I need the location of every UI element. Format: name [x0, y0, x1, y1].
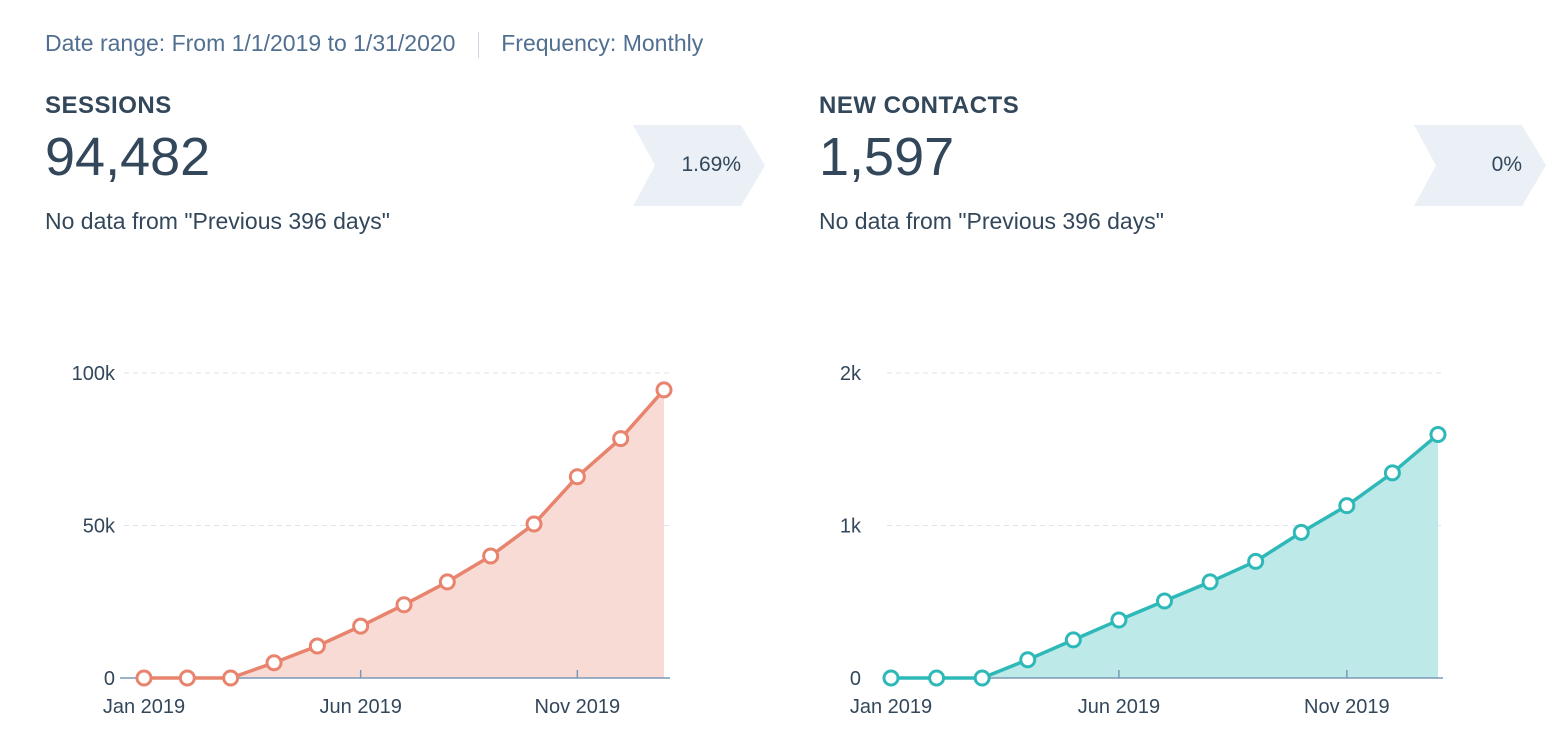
contacts-change-badge: 0% — [1414, 125, 1546, 206]
y-tick-label: 100k — [72, 363, 116, 385]
sessions-kpi: SESSIONS 94,482 No data from "Previous 3… — [45, 92, 775, 235]
sessions-data-point[interactable] — [438, 573, 456, 591]
contacts-data-point[interactable] — [1338, 497, 1356, 515]
sessions-data-point[interactable] — [135, 669, 153, 687]
contacts-data-point[interactable] — [1247, 552, 1265, 570]
x-tick-label: Jun 2019 — [1078, 696, 1160, 718]
x-tick-label: Jun 2019 — [320, 696, 402, 718]
contacts-data-point[interactable] — [1429, 425, 1447, 443]
sessions-data-point[interactable] — [352, 617, 370, 635]
sessions-chart: 0 50k 100k Jan 2019 Jun 2019 Nov 2019 — [0, 340, 700, 745]
y-tick-label: 2k — [840, 363, 862, 385]
date-range-value[interactable]: From 1/1/2019 to 1/31/2020 — [171, 30, 456, 56]
x-tick-label: Jan 2019 — [103, 696, 185, 718]
contacts-kpi: NEW CONTACTS 1,597 No data from "Previou… — [819, 92, 1549, 235]
contacts-data-point[interactable] — [1064, 631, 1082, 649]
contacts-data-point[interactable] — [1383, 464, 1401, 482]
report-filter-bar: Date range: From 1/1/2019 to 1/31/2020 F… — [45, 30, 703, 58]
contacts-data-point[interactable] — [973, 669, 991, 687]
contacts-data-point[interactable] — [1201, 573, 1219, 591]
date-range-label: Date range: — [45, 30, 166, 56]
badge-chevron-shape — [1414, 125, 1546, 206]
y-tick-label: 1k — [840, 516, 862, 538]
contacts-data-point[interactable] — [1292, 523, 1310, 541]
contacts-data-point[interactable] — [882, 669, 900, 687]
contacts-chart-svg: 0 1k 2k Jan 2019 Jun 2019 Nov 2019 — [840, 363, 1447, 718]
sessions-chart-svg: 0 50k 100k Jan 2019 Jun 2019 Nov 2019 — [72, 363, 673, 718]
sessions-label: SESSIONS — [45, 92, 172, 119]
y-tick-label: 0 — [850, 668, 861, 690]
contacts-data-point[interactable] — [1110, 611, 1128, 629]
sessions-data-point[interactable] — [568, 468, 586, 486]
sessions-data-point[interactable] — [178, 669, 196, 687]
sessions-change-value: 1.69% — [681, 153, 741, 176]
sessions-data-point[interactable] — [655, 381, 673, 399]
frequency-label: Frequency: — [501, 30, 617, 56]
contacts-value: 1,597 — [819, 127, 955, 187]
contacts-chart: 0 1k 2k Jan 2019 Jun 2019 Nov 2019 — [783, 340, 1483, 745]
contacts-data-point[interactable] — [1019, 651, 1037, 669]
sessions-value: 94,482 — [45, 127, 211, 187]
contacts-label: NEW CONTACTS — [819, 92, 1020, 119]
contacts-data-point[interactable] — [928, 669, 946, 687]
contacts-change-value: 0% — [1491, 153, 1522, 176]
frequency-value[interactable]: Monthly — [622, 30, 704, 56]
sessions-change-badge: 1.69% — [633, 125, 765, 206]
contacts-area — [891, 434, 1438, 678]
sessions-data-point[interactable] — [482, 547, 500, 565]
sessions-data-point[interactable] — [525, 515, 543, 533]
contacts-data-point[interactable] — [1156, 592, 1173, 610]
contacts-note: No data from "Previous 396 days" — [819, 208, 1164, 234]
sessions-note: No data from "Previous 396 days" — [45, 208, 390, 234]
badge-chevron-shape — [633, 125, 765, 206]
x-tick-label: Nov 2019 — [1304, 696, 1390, 718]
sessions-data-point[interactable] — [612, 430, 630, 448]
filter-divider — [477, 31, 479, 58]
x-tick-label: Jan 2019 — [850, 696, 932, 718]
sessions-data-point[interactable] — [265, 654, 283, 672]
sessions-data-point[interactable] — [395, 596, 413, 614]
sessions-data-point[interactable] — [308, 637, 326, 655]
y-tick-label: 0 — [104, 668, 115, 690]
sessions-data-point[interactable] — [222, 669, 240, 687]
x-tick-label: Nov 2019 — [535, 696, 621, 718]
y-tick-label: 50k — [83, 516, 116, 538]
sessions-area — [144, 389, 664, 678]
